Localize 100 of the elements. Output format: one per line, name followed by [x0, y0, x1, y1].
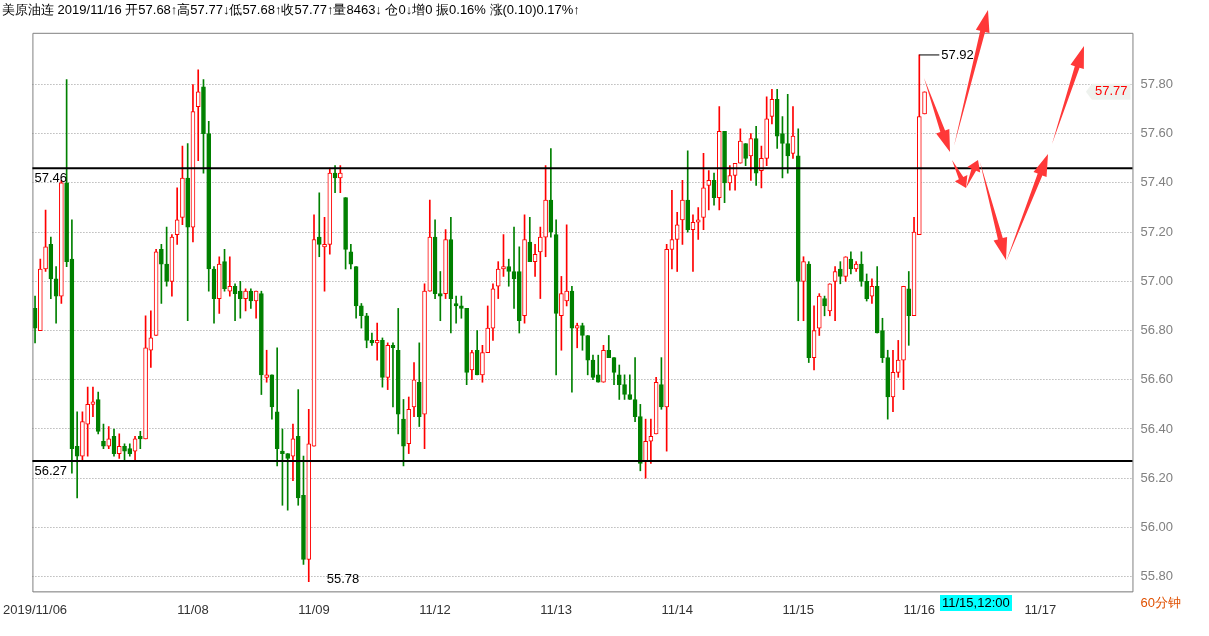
candlestick [785, 93, 791, 174]
x-tick-label: 11/15 [782, 601, 815, 617]
y-tick-label: 56.00 [1140, 519, 1174, 534]
y-tick-label: 56.80 [1140, 322, 1174, 338]
candlestick [438, 271, 443, 322]
x-tick-label: 11/09 [298, 601, 330, 617]
candlestick [338, 165, 343, 194]
candlestick [601, 344, 606, 383]
candlestick [822, 295, 827, 317]
candlestick [195, 69, 201, 162]
candlestick [59, 180, 64, 304]
candlestick [185, 143, 191, 322]
candlestick [801, 256, 806, 322]
candlestick [280, 428, 285, 506]
candlestick [506, 258, 512, 287]
x-tick-label: 11/14 [661, 601, 693, 617]
y-tick-label: 57.20 [1140, 223, 1174, 239]
candlestick [838, 261, 843, 285]
candlestick [37, 258, 43, 331]
candlestick [464, 308, 469, 386]
candlestick [122, 443, 127, 462]
x-tick-label: 11/12 [419, 601, 451, 617]
candlestick [580, 322, 585, 351]
candlestick [659, 357, 664, 410]
y-tick-label: 56.20 [1140, 469, 1174, 485]
candlestick [622, 374, 627, 400]
candlestick [880, 317, 885, 363]
text: 60分钟 [1140, 595, 1181, 612]
candlestick [143, 315, 148, 440]
candlestick [722, 130, 727, 203]
y-tick-label: 57.60 [1140, 125, 1174, 141]
candlestick [80, 411, 85, 462]
candlestick [364, 313, 369, 349]
candlestick [564, 224, 569, 307]
x-tick-label: 11/16 [903, 601, 936, 617]
candlestick [843, 256, 848, 282]
ref-line-label: 56.27 [34, 463, 67, 479]
candlestick [101, 423, 106, 449]
candlestick [680, 180, 685, 245]
y-tick-label: 56.40 [1140, 420, 1174, 436]
annotation: 57.77 [1094, 83, 1128, 99]
x-tick-label: 2019/11/06 [2, 601, 68, 617]
candlestick [480, 344, 485, 383]
x-tick-label: 11/17 [1024, 601, 1057, 617]
candlestick [259, 290, 264, 395]
candlestick [374, 322, 380, 361]
candlestick [301, 455, 306, 565]
candlestick [859, 251, 864, 287]
candlestick [180, 145, 185, 226]
chart-title: 美原油连 2019/11/16 开57.68↑高57.77↓低57.68↑收57.77↑量8463↓ 仓0↓增0 振0.16% 涨(0.10)0.17%↑ [2, 1, 580, 19]
candlestick [743, 143, 748, 167]
candlestick [164, 226, 169, 287]
candlestick [443, 229, 448, 299]
candlestick [380, 337, 385, 388]
candlestick [864, 273, 869, 302]
candlestick [459, 295, 464, 319]
candlestick [701, 153, 706, 230]
y-tick-label: 57.80 [1140, 76, 1174, 92]
candlestick [559, 276, 564, 351]
candlestick [695, 207, 701, 240]
candlestick [543, 165, 548, 258]
candlestick [43, 209, 48, 272]
candlestick [237, 281, 243, 319]
candlestick [627, 374, 633, 400]
candlestick [201, 79, 206, 174]
y-tick-label: 57.00 [1140, 272, 1174, 288]
candlestick [159, 244, 164, 304]
candlestick [522, 214, 527, 324]
annotation: 57.92 [941, 46, 974, 62]
candlestick [316, 192, 322, 258]
candlestick [359, 303, 364, 329]
candlestick [401, 399, 406, 467]
x-tick-label: 11/08 [177, 601, 209, 617]
candlestick [222, 249, 227, 292]
candlestick [264, 349, 269, 383]
candlestick [638, 404, 643, 472]
candlestick [501, 234, 506, 277]
candlestick [85, 386, 91, 457]
candlestick [643, 418, 648, 479]
candlestick [764, 96, 769, 167]
candlestick [227, 256, 233, 297]
candlestick [538, 226, 543, 299]
y-tick-label: 55.80 [1140, 568, 1174, 584]
candlestick [322, 217, 327, 292]
y-tick-label: 57.40 [1140, 174, 1174, 190]
x-tick-label: 11/13 [540, 601, 572, 617]
candlestick [243, 288, 248, 312]
candlestick [137, 431, 143, 449]
candlestick [901, 285, 906, 390]
candlestick [664, 244, 669, 452]
candlestick [285, 453, 291, 511]
candlestick [706, 170, 712, 211]
candlestick [422, 283, 427, 449]
y-tick-label: 56.60 [1140, 371, 1174, 387]
text: 11/15,12:00 [940, 595, 1012, 612]
annotation: 55.78 [326, 570, 360, 586]
candlestick [738, 128, 743, 164]
candlestick [780, 116, 785, 179]
candlestick [574, 322, 580, 349]
candlestick [343, 197, 348, 270]
